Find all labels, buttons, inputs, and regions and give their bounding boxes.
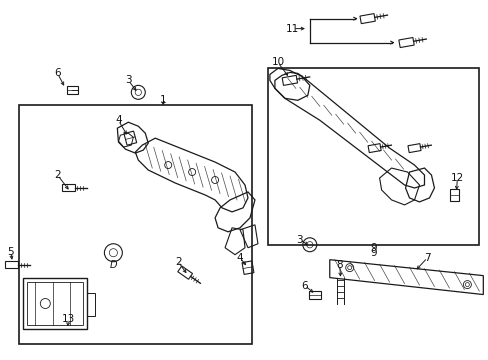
Bar bbox=[87, 293, 95, 316]
Text: 3: 3 bbox=[125, 75, 131, 85]
Text: 13: 13 bbox=[62, 314, 75, 324]
Text: 9: 9 bbox=[369, 248, 376, 258]
Text: 10: 10 bbox=[271, 58, 284, 67]
Bar bbox=[22, 278, 87, 329]
Text: 9: 9 bbox=[369, 243, 376, 253]
Text: 5: 5 bbox=[7, 247, 14, 257]
Text: 3: 3 bbox=[296, 235, 303, 245]
Bar bbox=[267, 68, 478, 245]
Text: 1: 1 bbox=[160, 95, 166, 105]
Text: 12: 12 bbox=[450, 173, 463, 183]
Text: 6: 6 bbox=[301, 280, 307, 291]
Text: 4: 4 bbox=[236, 253, 243, 263]
Text: 2: 2 bbox=[54, 170, 61, 180]
Text: D: D bbox=[109, 260, 117, 270]
Text: 8: 8 bbox=[336, 260, 343, 270]
Bar bbox=[26, 282, 83, 325]
Text: 6: 6 bbox=[54, 68, 61, 78]
Text: 11: 11 bbox=[285, 24, 299, 33]
Text: 7: 7 bbox=[423, 253, 430, 263]
Text: 4: 4 bbox=[115, 115, 122, 125]
Bar bbox=[19, 105, 251, 345]
Text: 2: 2 bbox=[175, 257, 181, 267]
